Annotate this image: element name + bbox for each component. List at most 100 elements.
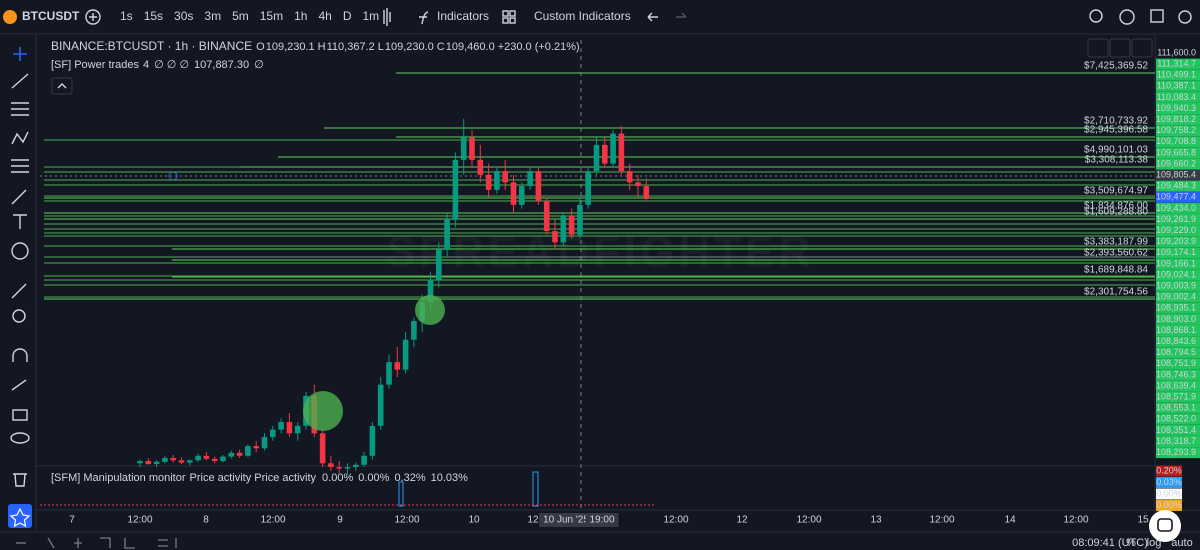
candle-body	[502, 171, 508, 183]
custom-indicators-button[interactable]: Custom Indicators	[534, 9, 631, 23]
maximize-button[interactable]	[1131, 38, 1153, 58]
ohlc-label: H	[318, 41, 326, 53]
fib-tool[interactable]	[11, 102, 29, 116]
candle-body	[460, 137, 467, 160]
candle-body	[211, 458, 218, 462]
level-amount: $3,308,113.38	[1085, 155, 1149, 166]
layout-icon	[502, 17, 509, 24]
price-label: 108,522.0	[1156, 414, 1196, 424]
candle-body	[427, 279, 434, 303]
brush-tool[interactable]	[11, 189, 27, 205]
monitor-value: 10.03%	[431, 472, 469, 484]
search-icon[interactable]	[1089, 9, 1103, 23]
price-label-bg	[1156, 436, 1200, 447]
price-label-bg	[1156, 413, 1200, 425]
level-amount: $1,689,848.84	[1084, 265, 1148, 276]
interval-button[interactable]: 5m	[232, 9, 249, 23]
price-label-bg	[1156, 158, 1200, 170]
candle-body	[602, 144, 608, 164]
time-label: 14	[1004, 515, 1016, 526]
layout-icon[interactable]	[502, 10, 509, 17]
interval-button[interactable]: 30s	[174, 9, 193, 23]
price-label-bg	[1156, 180, 1200, 192]
candle-body	[278, 422, 284, 430]
emoji-tool[interactable]	[11, 242, 29, 260]
candle-body	[494, 171, 500, 190]
indicator-inputs: ∅ ∅ ∅	[154, 59, 189, 71]
interval-button[interactable]: 1s	[120, 9, 133, 23]
add-symbol[interactable]	[85, 9, 101, 25]
candle-body	[245, 446, 251, 456]
interval-button[interactable]: D	[343, 9, 352, 23]
price-label-bg	[1156, 247, 1200, 259]
zoom-tool[interactable]	[12, 309, 26, 323]
price-label-bg	[1156, 380, 1200, 392]
price-label-bg	[1156, 69, 1200, 81]
interval-button[interactable]: 1h	[294, 9, 307, 23]
time-label: 9	[337, 515, 343, 526]
time-label: 12:00	[796, 515, 821, 526]
candle-body	[153, 461, 160, 465]
lock-tool[interactable]	[12, 409, 28, 421]
interval-button[interactable]: 15s	[144, 9, 163, 23]
monitor-value: 0.32%	[394, 472, 425, 484]
status-item[interactable]: 08:09:41 (UTC)	[1072, 537, 1148, 549]
collapse-legend[interactable]	[51, 77, 73, 95]
interval-button[interactable]: 15m	[260, 9, 283, 23]
candle-body	[452, 159, 459, 220]
reset-button[interactable]	[1109, 38, 1131, 58]
symbol[interactable]: BTCUSDT	[22, 9, 80, 23]
chart-type-icon[interactable]	[383, 8, 391, 26]
candle-body	[162, 458, 168, 462]
indicators-icon	[419, 11, 429, 25]
text-tool[interactable]	[13, 214, 27, 229]
chat-button[interactable]	[1149, 510, 1181, 542]
undo[interactable]	[647, 12, 658, 22]
interval-button[interactable]: 3m	[204, 9, 221, 23]
pattern-tool[interactable]	[11, 131, 29, 145]
fullscreen-icon[interactable]	[1150, 9, 1164, 23]
price-label-bg	[1156, 58, 1200, 70]
price-label-bg	[1156, 347, 1200, 359]
price-label-bg	[1156, 114, 1200, 126]
hide-tool[interactable]	[10, 432, 30, 444]
price-label: 108,751.9	[1156, 358, 1196, 368]
prediction-tool[interactable]	[11, 159, 29, 173]
settings-icon[interactable]	[1119, 9, 1135, 25]
delete-tool[interactable]	[13, 473, 27, 487]
candle-body	[643, 186, 650, 199]
candle-body	[436, 249, 442, 280]
legend-symbol: BINANCE:BTCUSDT · 1h · BINANCE	[51, 39, 252, 53]
price-label: 108,571.9	[1156, 391, 1196, 401]
indicators-button[interactable]: Indicators	[437, 9, 489, 23]
candle-body	[469, 137, 475, 160]
redo[interactable]	[676, 12, 687, 18]
price-label: 111,314.7	[1157, 58, 1196, 68]
candle-body	[485, 174, 492, 190]
status-item[interactable]: %	[1126, 537, 1136, 549]
price-label-bg	[1156, 313, 1200, 325]
ruler-tool[interactable]	[11, 283, 27, 299]
crosshair-tool[interactable]	[13, 47, 27, 61]
candle-body	[145, 461, 152, 465]
trend-line-tool[interactable]	[11, 73, 29, 89]
status-item[interactable]: auto	[1171, 537, 1192, 549]
candle-body	[568, 216, 575, 235]
stay-drawing-tool[interactable]	[11, 379, 27, 391]
candle-body	[236, 452, 243, 456]
time-label: 12:00	[663, 515, 688, 526]
scroll-button[interactable]	[1087, 38, 1109, 58]
candle-body	[170, 458, 176, 461]
ohlc-value: 110,367.2	[327, 41, 375, 53]
monitor-axis-label: 0.03%	[1156, 477, 1182, 487]
price-label-bg	[1156, 269, 1200, 281]
candle-body	[369, 425, 376, 456]
ohlc-label: O	[256, 41, 265, 53]
interval-button[interactable]: 4h	[318, 9, 331, 23]
camera-icon[interactable]	[1178, 10, 1192, 24]
interval-button[interactable]: 1m	[362, 9, 379, 23]
magnet-tool[interactable]	[12, 348, 28, 362]
candle-body	[552, 231, 558, 243]
favorites-button[interactable]	[8, 504, 32, 528]
